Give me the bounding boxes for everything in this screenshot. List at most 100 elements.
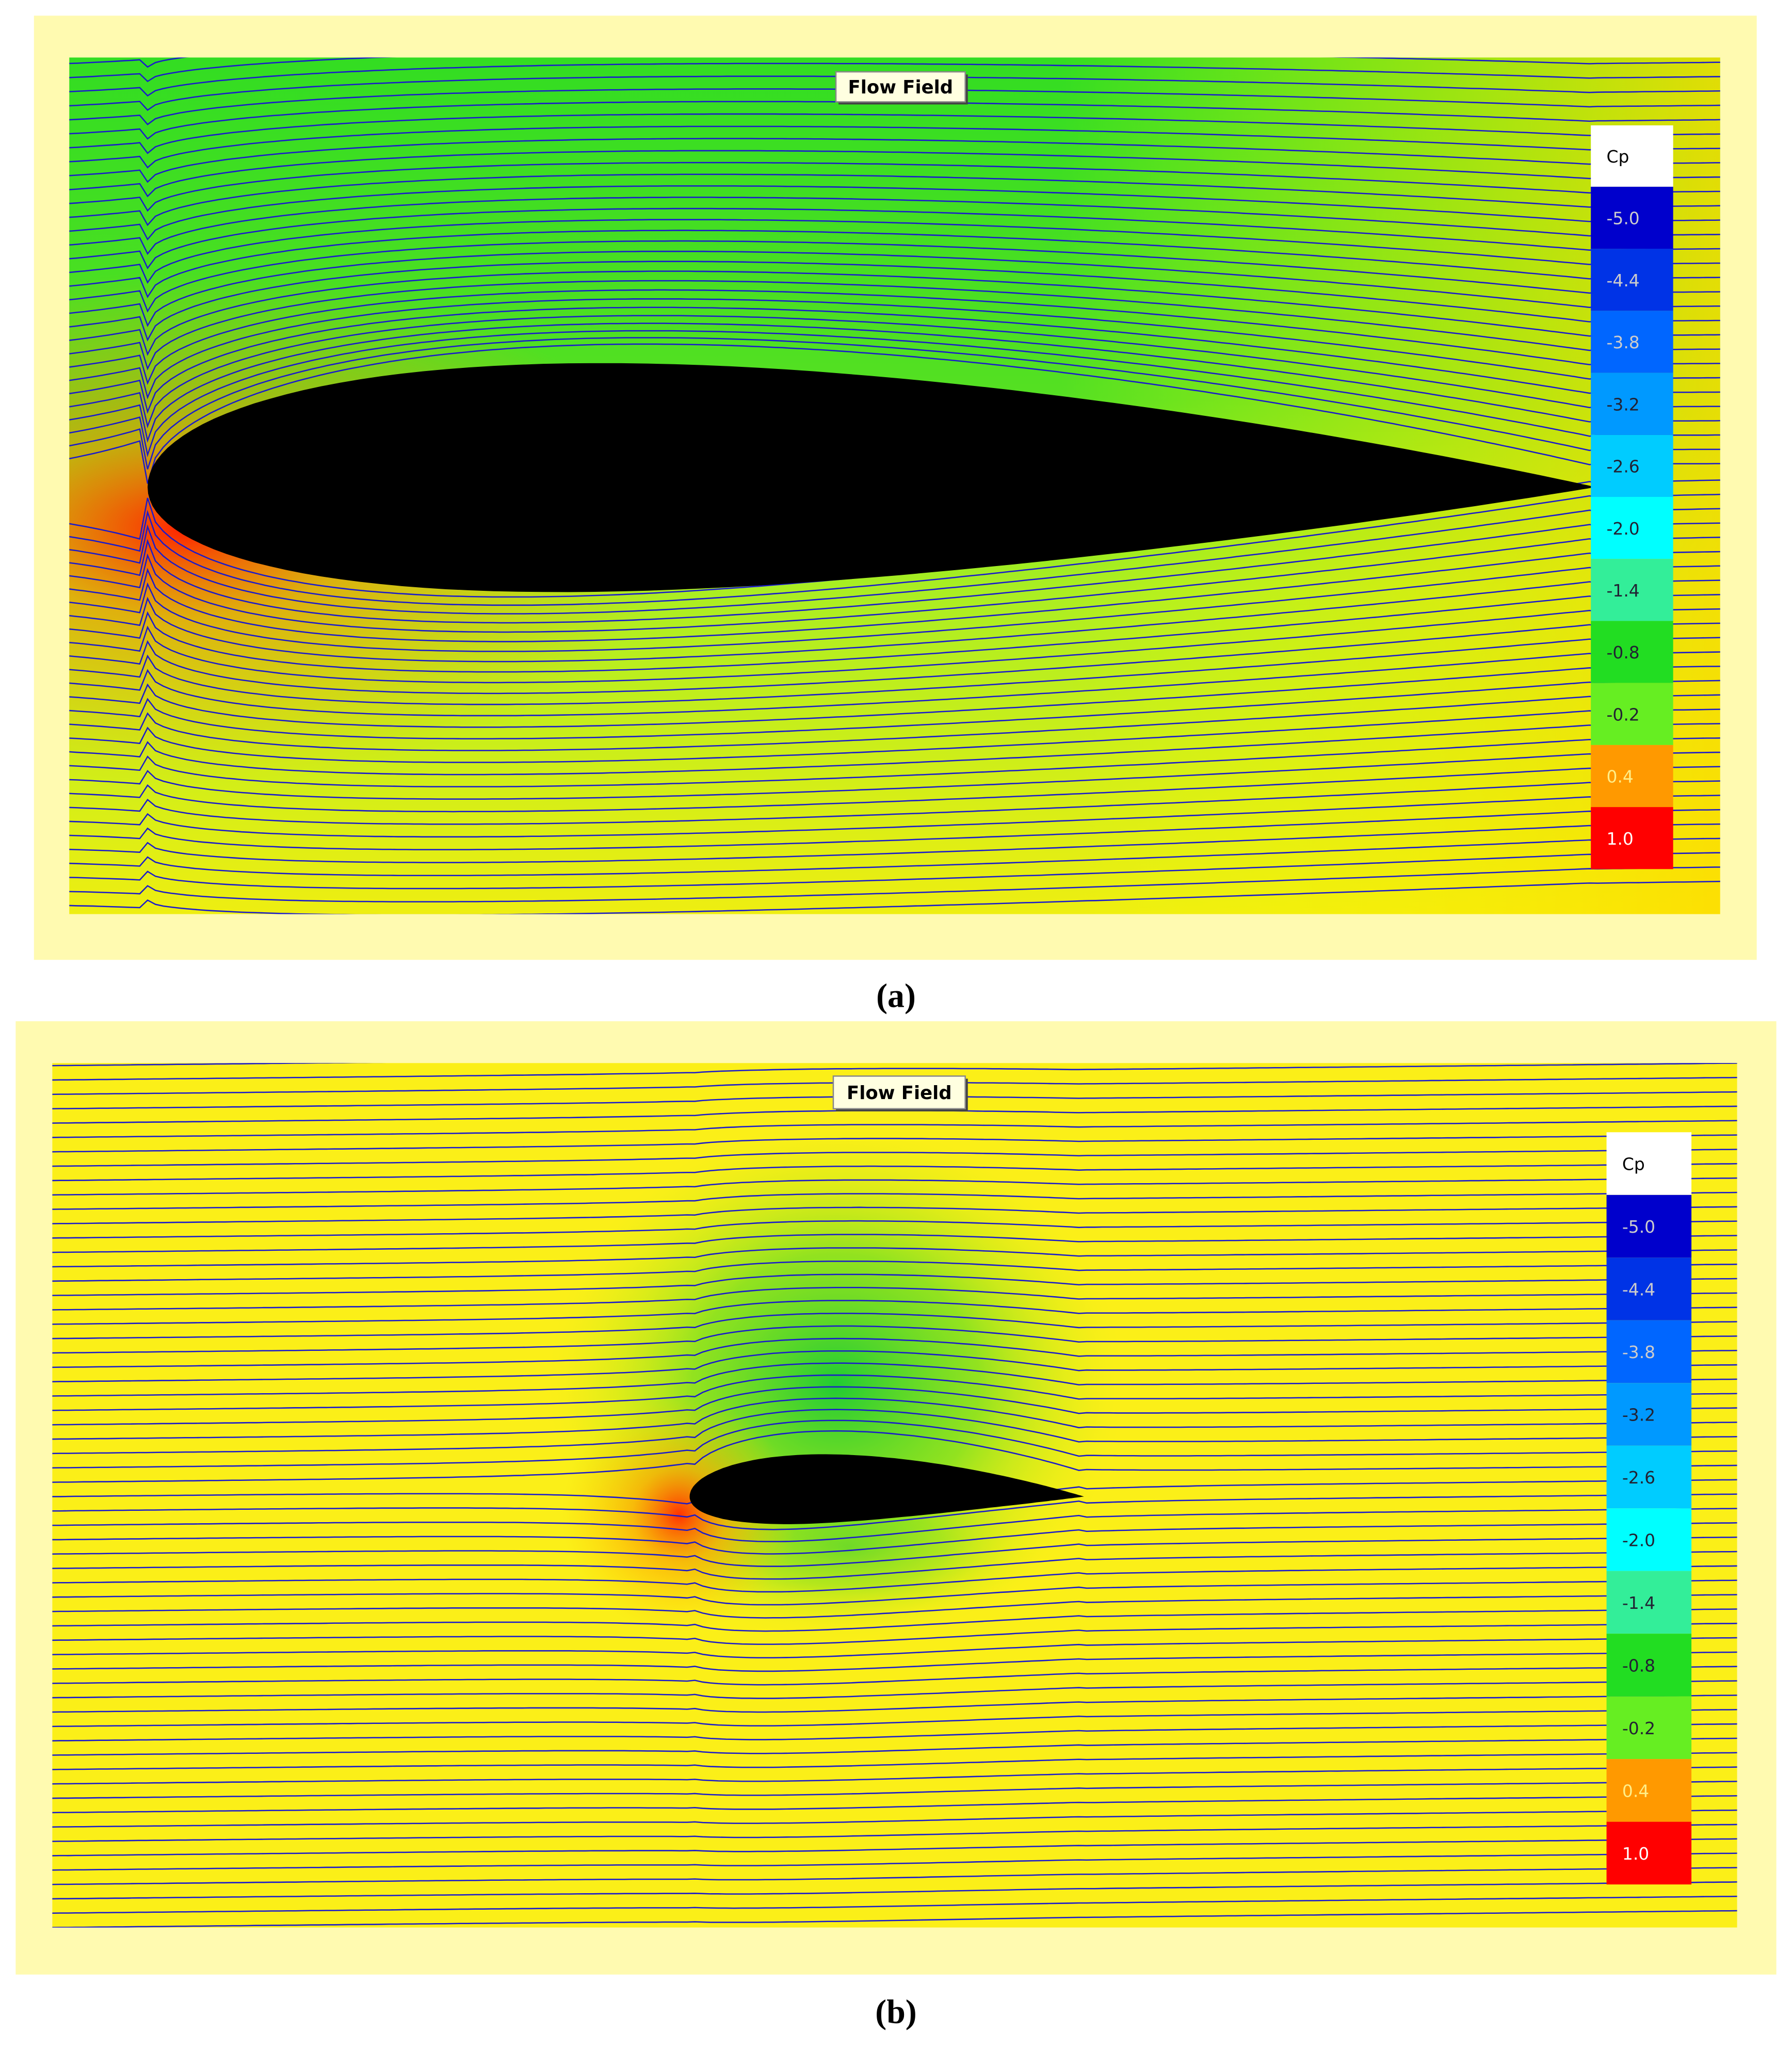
streamline bbox=[52, 1163, 1737, 1182]
legend-label: -1.4 bbox=[1607, 580, 1640, 601]
streamline bbox=[52, 1149, 1737, 1167]
streamline bbox=[52, 1565, 1737, 1593]
streamline bbox=[52, 1809, 1737, 1828]
streamline bbox=[52, 1737, 1737, 1756]
legend-swatch bbox=[1606, 1571, 1692, 1634]
legend-swatch bbox=[1591, 497, 1673, 559]
streamline bbox=[69, 270, 1720, 356]
streamline bbox=[69, 343, 1720, 484]
streamline bbox=[69, 289, 1720, 385]
streamline bbox=[52, 1752, 1737, 1770]
legend-swatch bbox=[1591, 745, 1673, 808]
streamline bbox=[69, 537, 1720, 633]
streamline bbox=[69, 150, 1720, 198]
streamline bbox=[52, 1325, 1737, 1354]
streamline bbox=[52, 1708, 1737, 1728]
streamline bbox=[69, 315, 1720, 429]
streamline bbox=[52, 1234, 1737, 1253]
streamline bbox=[52, 1910, 1737, 1928]
legend-swatch bbox=[1591, 311, 1673, 373]
streamline bbox=[69, 708, 1720, 763]
streamline bbox=[52, 1622, 1737, 1645]
legend-label: -0.8 bbox=[1607, 642, 1640, 663]
streamline bbox=[52, 1522, 1737, 1555]
streamline bbox=[52, 1419, 1737, 1469]
streamline bbox=[52, 1608, 1737, 1632]
streamline bbox=[52, 1247, 1737, 1268]
flow-field bbox=[52, 1063, 1737, 1928]
streamline bbox=[52, 1766, 1737, 1785]
legend-label: 0.4 bbox=[1607, 767, 1634, 787]
legend-label: -5.0 bbox=[1607, 208, 1640, 229]
streamline bbox=[52, 1206, 1737, 1224]
legend-swatch bbox=[1591, 807, 1673, 869]
streamline bbox=[52, 1551, 1737, 1580]
streamline bbox=[69, 162, 1720, 212]
legend-swatch bbox=[1591, 186, 1673, 249]
streamline bbox=[52, 1386, 1737, 1426]
streamline bbox=[69, 608, 1720, 684]
streamline bbox=[52, 1536, 1737, 1567]
streamline bbox=[69, 880, 1720, 914]
streamline bbox=[52, 1594, 1737, 1619]
caption: (a) bbox=[876, 977, 916, 1014]
streamlines bbox=[69, 57, 1720, 914]
legend-swatch bbox=[1606, 1759, 1692, 1822]
streamline bbox=[52, 1838, 1737, 1857]
legend-label: -2.0 bbox=[1607, 519, 1640, 539]
streamline bbox=[69, 751, 1720, 800]
streamline bbox=[69, 579, 1720, 663]
streamline bbox=[52, 1881, 1737, 1900]
streamline bbox=[69, 240, 1720, 313]
streamline bbox=[69, 666, 1720, 728]
streamline bbox=[52, 1895, 1737, 1914]
airfoil bbox=[148, 363, 1596, 592]
legend-swatch bbox=[1606, 1320, 1692, 1383]
caption: (b) bbox=[875, 1993, 916, 2030]
legend-label: 1.0 bbox=[1607, 829, 1634, 849]
streamline bbox=[69, 197, 1720, 255]
legend-label: -3.2 bbox=[1622, 1405, 1655, 1425]
streamline bbox=[69, 113, 1720, 154]
title-box bbox=[832, 1075, 966, 1110]
streamline bbox=[69, 723, 1720, 776]
streamline bbox=[69, 207, 1720, 270]
legend-label: 1.0 bbox=[1622, 1844, 1649, 1864]
legend-swatch bbox=[1606, 1445, 1692, 1509]
streamline bbox=[69, 680, 1720, 740]
legend-label: -1.4 bbox=[1622, 1593, 1655, 1613]
streamline bbox=[52, 1430, 1737, 1483]
streamline bbox=[69, 493, 1720, 606]
legend-swatch bbox=[1591, 683, 1673, 745]
streamline bbox=[69, 322, 1720, 443]
streamline bbox=[52, 1637, 1737, 1659]
streamline bbox=[69, 508, 1720, 615]
panel: Flow Field Cp -5.0 -4.4 -3.8 -3.2 -2.6 -2.0 -1.4… bbox=[832, 1075, 1692, 2030]
streamline bbox=[52, 1867, 1737, 1885]
streamline bbox=[69, 852, 1720, 890]
streamline bbox=[69, 330, 1720, 458]
streamline bbox=[52, 1651, 1737, 1672]
legend-label: -3.8 bbox=[1622, 1342, 1655, 1362]
streamline bbox=[69, 594, 1720, 673]
legend-swatch bbox=[1606, 1696, 1692, 1760]
legend-label: -5.0 bbox=[1622, 1217, 1655, 1237]
streamline bbox=[69, 219, 1720, 284]
legend-label: -3.2 bbox=[1607, 394, 1640, 414]
streamline bbox=[52, 1313, 1737, 1340]
streamline bbox=[69, 651, 1720, 717]
streamline bbox=[52, 1795, 1737, 1814]
legend-swatch bbox=[1591, 621, 1673, 683]
streamline bbox=[69, 261, 1720, 342]
streamline bbox=[69, 337, 1720, 470]
streamline bbox=[52, 1374, 1737, 1411]
streamline bbox=[52, 1063, 1737, 1081]
airfoil bbox=[689, 1454, 1085, 1524]
panel-title: Flow Field bbox=[848, 77, 954, 98]
streamline bbox=[69, 250, 1720, 327]
legend-label: -0.2 bbox=[1607, 704, 1640, 724]
legend-title-box bbox=[1606, 1132, 1692, 1195]
streamline bbox=[69, 766, 1720, 813]
